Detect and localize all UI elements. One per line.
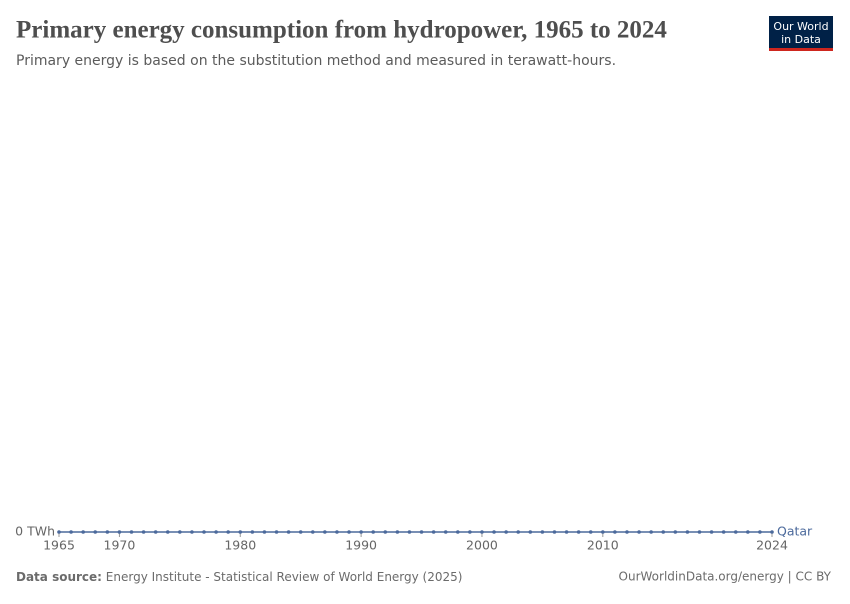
point (323, 530, 327, 534)
point (443, 530, 448, 534)
point (480, 530, 484, 534)
point (298, 530, 303, 534)
point (165, 530, 170, 534)
logo-text: in Data (781, 33, 821, 46)
point (588, 530, 593, 534)
x-tick-label: 1965 (43, 538, 75, 553)
point (347, 530, 351, 534)
point (57, 530, 61, 534)
point (310, 530, 315, 534)
point (613, 530, 617, 534)
x-tick-label: 1980 (224, 538, 256, 553)
point (105, 530, 110, 534)
point (468, 530, 472, 534)
point (395, 530, 400, 534)
point (661, 530, 666, 534)
point (455, 530, 460, 534)
point (697, 530, 702, 534)
point (564, 530, 569, 534)
point (274, 530, 279, 534)
point (335, 530, 339, 534)
x-tick-label: 2000 (466, 538, 498, 553)
credit[interactable]: OurWorldinData.org/energy | CC BY (619, 570, 832, 584)
point (286, 530, 291, 534)
point (721, 530, 726, 534)
point (69, 530, 73, 534)
point (141, 530, 146, 534)
point (685, 530, 690, 534)
point (371, 530, 376, 534)
point (214, 530, 218, 534)
chart-subtitle: Primary energy is based on the substitut… (16, 53, 616, 69)
chart-title: Primary energy consumption from hydropow… (16, 17, 667, 44)
point (431, 530, 436, 534)
point (601, 530, 605, 534)
point (359, 530, 363, 534)
point (419, 530, 424, 534)
point (746, 530, 750, 534)
x-tick-label: 1970 (104, 538, 136, 553)
point (709, 530, 714, 534)
point (202, 530, 206, 534)
point (129, 530, 134, 534)
point (153, 530, 158, 534)
point (649, 530, 653, 534)
x-tick-label: 1990 (345, 538, 377, 553)
logo-stripe (769, 48, 833, 51)
point (516, 530, 521, 534)
point (528, 530, 533, 534)
point (250, 530, 255, 534)
point (117, 530, 122, 534)
point (178, 530, 182, 534)
point (238, 530, 243, 534)
point (407, 530, 412, 534)
point (190, 530, 194, 534)
point (637, 530, 641, 534)
point (673, 530, 678, 534)
point (81, 530, 85, 534)
series-label: Qatar (777, 524, 813, 539)
point (226, 530, 230, 534)
point (625, 530, 629, 534)
point (262, 530, 267, 534)
logo-text: Our World (773, 20, 828, 33)
source-label: Data source: (16, 570, 102, 584)
point (540, 530, 545, 534)
source-text: Energy Institute - Statistical Review of… (106, 570, 463, 584)
point (93, 530, 98, 534)
x-tick-label: 2024 (756, 538, 788, 553)
logo-box (769, 16, 833, 50)
point (504, 530, 508, 534)
logo[interactable]: Our World in Data (769, 16, 833, 51)
point (552, 530, 557, 534)
source: Data source: Energy Institute - Statisti… (16, 570, 462, 584)
y-tick-label: 0 TWh (15, 524, 55, 539)
point (733, 530, 738, 534)
point (770, 530, 774, 534)
point (383, 530, 388, 534)
x-tick-label: 2010 (587, 538, 619, 553)
point (758, 530, 762, 534)
point (492, 530, 496, 534)
point (576, 530, 581, 534)
